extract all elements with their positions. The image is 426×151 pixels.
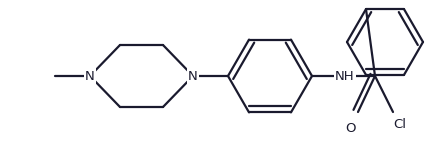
Text: N: N [85, 69, 95, 82]
Text: NH: NH [335, 69, 355, 82]
Text: N: N [188, 69, 198, 82]
Text: Cl: Cl [394, 117, 406, 130]
Text: O: O [345, 122, 355, 135]
